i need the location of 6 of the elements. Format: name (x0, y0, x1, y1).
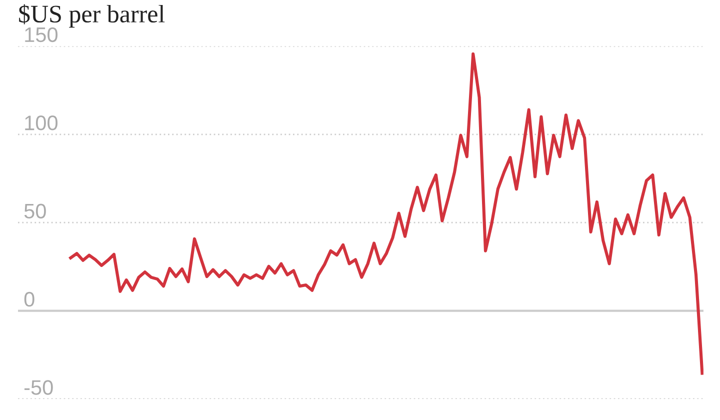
y-tick-label: 0 (24, 292, 34, 307)
y-tick-label: -50 (24, 380, 53, 395)
y-tick-label: 150 (25, 27, 58, 42)
chart-title: $US per barrel (19, 4, 165, 28)
y-tick-label: 100 (25, 116, 58, 130)
y-tick-label: 50 (24, 204, 46, 218)
